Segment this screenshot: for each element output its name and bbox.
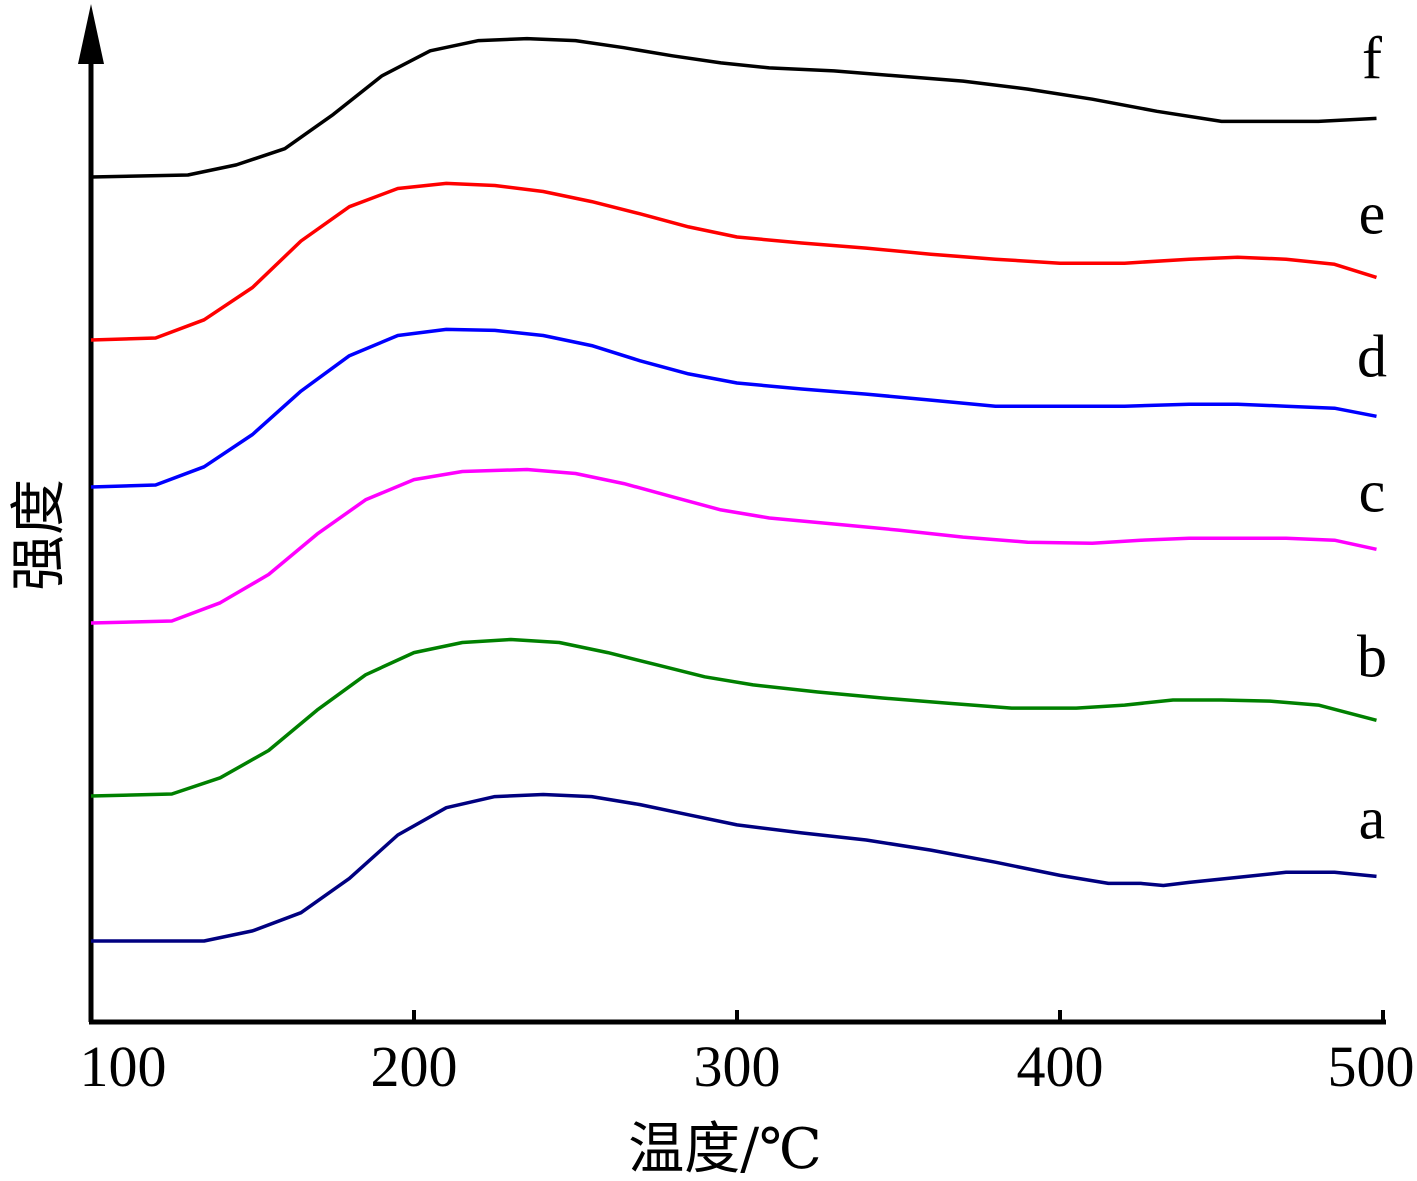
x-ticks: 100 200 300 400 500 [80,1010,1415,1099]
x-tick-label: 100 [80,1034,167,1099]
series-label-b: b [1357,623,1387,689]
series-line-d [90,327,1377,489]
x-tick-label: 400 [1017,1034,1104,1099]
series-label-a: a [1359,785,1386,851]
series-label-f: f [1362,25,1382,91]
series-label-c: c [1359,458,1386,524]
series-line-b [90,637,1377,798]
y-axis-label: 强度 [7,479,72,591]
x-tick-label: 200 [371,1034,458,1099]
series-line-a [91,792,1377,943]
series-label-e: e [1359,180,1386,246]
y-axis-arrow [78,4,104,64]
series-line-e [90,181,1378,342]
x-axis-label: 温度/℃ [628,1117,822,1181]
series-labels: a b c d e f [1357,25,1387,851]
series-line-f [90,36,1377,179]
series-layer [90,36,1378,943]
x-tick-label: 500 [1328,1034,1415,1099]
series-label-d: d [1357,323,1387,389]
series-line-c [90,467,1377,625]
x-tick-label: 300 [694,1034,781,1099]
